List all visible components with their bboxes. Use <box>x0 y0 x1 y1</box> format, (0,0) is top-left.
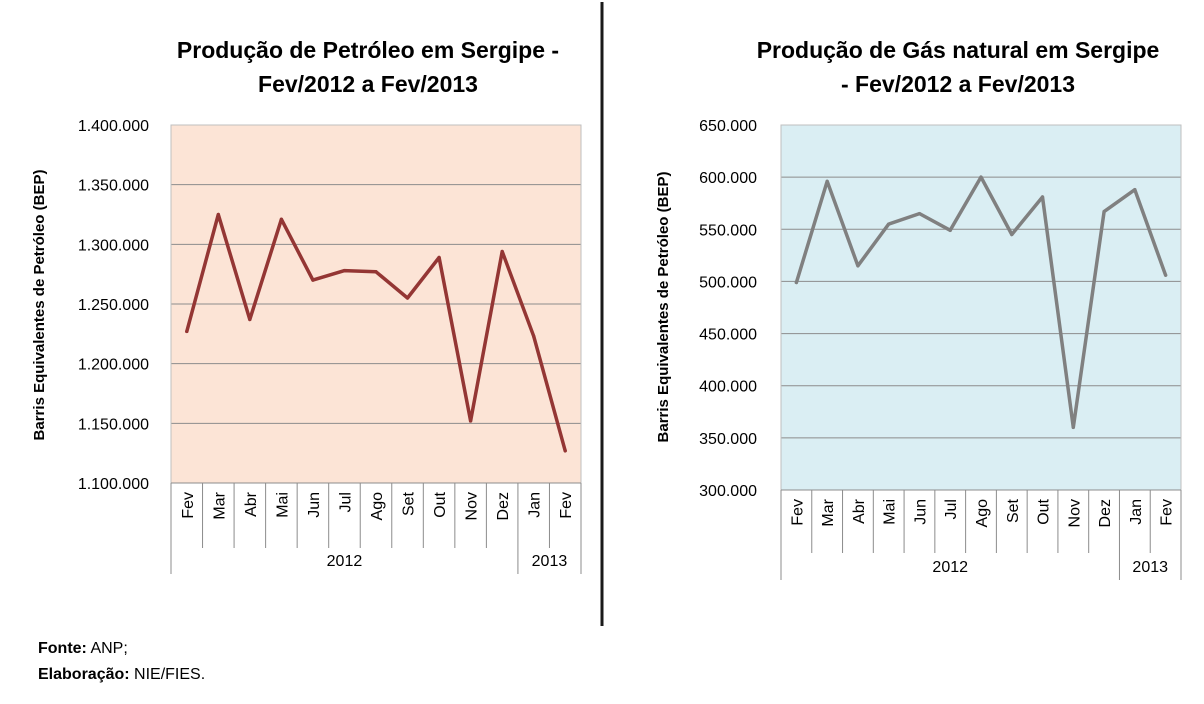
data-point <box>342 268 347 273</box>
y-tick-label: 650.000 <box>699 118 757 135</box>
y-tick-label: 450.000 <box>699 327 757 344</box>
y-tick-label: 500.000 <box>699 274 757 291</box>
x-tick-label: Jul <box>337 492 354 512</box>
year-label: 2012 <box>932 559 968 576</box>
x-tick-label: Dez <box>1097 499 1114 527</box>
data-point <box>948 228 952 232</box>
x-tick-label: Mai <box>882 499 899 525</box>
data-point <box>794 280 798 285</box>
data-point <box>500 249 504 254</box>
x-tick-label: Jan <box>527 492 544 518</box>
y-tick-label: 600.000 <box>699 170 757 187</box>
y-axis-title: Barris Equivalentes de Petróleo (BEP) <box>655 172 672 443</box>
gas-production-chart: Produção de Gás natural em Sergipe - Fev/… <box>655 37 1182 580</box>
data-point <box>917 212 922 216</box>
data-point <box>532 334 536 338</box>
elaboration-value: NIE/FIES. <box>129 666 206 683</box>
x-tick-label: Jan <box>1128 499 1145 525</box>
data-point <box>1133 188 1137 192</box>
chart-title-line: Fev/2012 a Fev/2013 <box>258 71 478 97</box>
x-tick-label: Ago <box>974 499 991 528</box>
year-label: 2013 <box>532 553 568 570</box>
chart-title-line: Produção de Gás natural em Sergipe <box>757 37 1160 63</box>
x-tick-label: Nov <box>1066 499 1083 527</box>
y-tick-label: 1.300.000 <box>78 237 149 254</box>
data-point <box>1071 425 1075 430</box>
data-point <box>1010 232 1014 237</box>
x-tick-label: Jul <box>943 499 960 519</box>
x-tick-label: Fev <box>558 492 575 519</box>
x-tick-label: Nov <box>464 492 481 520</box>
x-tick-label: Out <box>1036 498 1053 524</box>
y-tick-label: 1.200.000 <box>78 357 149 374</box>
year-label: 2013 <box>1132 559 1168 576</box>
data-point <box>248 317 252 322</box>
x-tick-label: Fev <box>180 492 197 519</box>
x-tick-label: Ago <box>369 492 386 521</box>
data-point <box>825 179 829 183</box>
source-note: Fonte: ANP; Elaboração: NIE/FIES. <box>38 636 205 688</box>
data-point <box>279 217 283 221</box>
y-tick-label: 350.000 <box>699 431 757 448</box>
data-point <box>437 255 441 260</box>
x-tick-label: Jun <box>306 492 323 518</box>
y-tick-label: 550.000 <box>699 222 757 239</box>
data-point <box>405 296 410 300</box>
data-point <box>311 278 315 282</box>
x-tick-label: Mai <box>274 492 291 518</box>
x-tick-label: Dez <box>495 492 512 520</box>
y-tick-label: 1.350.000 <box>78 178 149 195</box>
source-line: Fonte: ANP; <box>38 636 205 662</box>
plot-area <box>781 125 1181 490</box>
x-tick-label: Abr <box>243 491 260 517</box>
y-tick-label: 1.400.000 <box>78 118 149 135</box>
data-point <box>1102 209 1106 214</box>
x-tick-label: Mar <box>211 491 228 519</box>
year-label: 2012 <box>327 553 363 570</box>
y-tick-label: 1.100.000 <box>78 476 149 493</box>
y-tick-label: 1.250.000 <box>78 297 149 314</box>
data-point <box>374 270 378 274</box>
data-point <box>887 222 891 226</box>
data-point <box>979 175 983 179</box>
x-tick-label: Fev <box>1159 499 1176 526</box>
chart-title-line: Produção de Petróleo em Sergipe - <box>177 37 559 63</box>
y-axis-title: Barris Equivalentes de Petróleo (BEP) <box>31 170 48 441</box>
elaboration-label: Elaboração: <box>38 666 130 683</box>
data-point <box>1164 273 1168 277</box>
data-point <box>469 419 473 423</box>
x-tick-label: Out <box>432 491 449 517</box>
x-tick-label: Fev <box>789 499 806 526</box>
chart-title-line: - Fev/2012 a Fev/2013 <box>841 71 1075 97</box>
data-point <box>563 449 567 453</box>
data-point <box>185 329 189 334</box>
data-point <box>216 212 220 217</box>
y-tick-label: 400.000 <box>699 379 757 396</box>
x-tick-label: Set <box>1005 498 1022 523</box>
elaboration-line: Elaboração: NIE/FIES. <box>38 662 205 688</box>
y-tick-label: 1.150.000 <box>78 416 149 433</box>
data-point <box>856 264 860 268</box>
x-tick-label: Set <box>401 491 418 516</box>
source-value: ANP; <box>86 640 128 657</box>
source-label: Fonte: <box>38 640 87 657</box>
x-tick-label: Jun <box>912 499 929 525</box>
y-tick-label: 300.000 <box>699 483 757 500</box>
data-point <box>1040 195 1045 199</box>
oil-production-chart: Produção de Petróleo em Sergipe - Fev/201… <box>31 37 582 574</box>
x-tick-label: Mar <box>820 498 837 526</box>
x-tick-label: Abr <box>851 498 868 524</box>
